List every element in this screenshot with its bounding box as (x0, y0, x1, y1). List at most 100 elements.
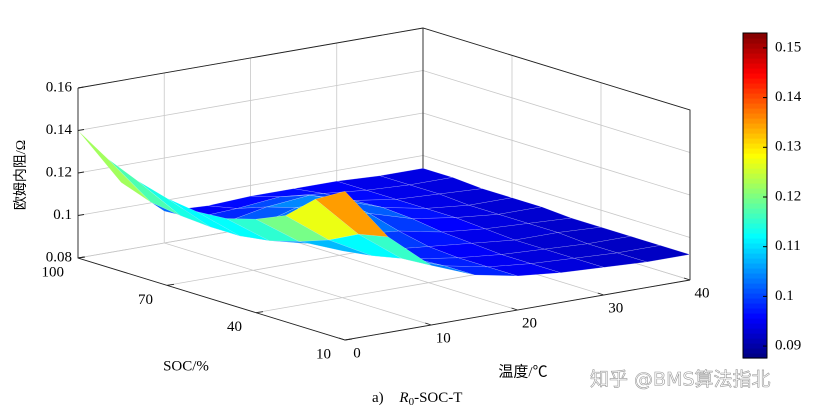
colorbar-tick-label: 0.14 (775, 89, 802, 105)
colorbar-tick-label: 0.09 (775, 338, 801, 354)
colorbar-band (743, 223, 767, 229)
colorbar-tick-label: 0.15 (775, 39, 801, 55)
colorbar-band (743, 108, 767, 114)
colorbar-band (743, 183, 767, 189)
y-tick (344, 338, 353, 341)
z-tick (77, 171, 85, 174)
colorbar-band (743, 218, 767, 224)
colorbar-band (743, 208, 767, 214)
colorbar-band (743, 303, 767, 309)
colorbar-band (743, 88, 767, 94)
z-tick-label: 0.08 (46, 249, 72, 265)
z-tick-label: 0.14 (46, 122, 73, 138)
colorbar-band (743, 103, 767, 109)
colorbar-band (743, 133, 767, 139)
z-tick-label: 0.1 (53, 207, 72, 223)
colorbar-band (743, 93, 767, 99)
colorbar-band (743, 123, 767, 129)
surface-patch (428, 243, 502, 259)
colorbar-band (743, 348, 767, 354)
colorbar-band (743, 198, 767, 204)
colorbar-band (743, 228, 767, 234)
colorbar-band (743, 263, 767, 269)
z-tick (77, 129, 85, 131)
colorbar-band (743, 173, 767, 179)
y-tick (166, 283, 175, 286)
colorbar-band (743, 343, 767, 349)
colorbar-band (743, 308, 767, 314)
colorbar-band (743, 98, 767, 104)
z-tick-label: 0.12 (46, 164, 72, 180)
colorbar-band (743, 168, 767, 174)
x-tick (597, 292, 604, 296)
colorbar-band (743, 128, 767, 134)
colorbar-band (743, 278, 767, 284)
colorbar-band (743, 53, 767, 59)
colorbar-band (743, 158, 767, 164)
colorbar-band (743, 68, 767, 74)
colorbar-band (743, 288, 767, 294)
caption-subscript: 0 (409, 396, 415, 408)
colorbar-band (743, 188, 767, 194)
z-axis-label: 欧姆内阻/Ω (13, 140, 29, 210)
x-tick (683, 277, 691, 281)
y-tick-label: 70 (138, 292, 153, 308)
colorbar-band (743, 353, 767, 359)
x-tick (338, 337, 346, 341)
colorbar-band (743, 338, 767, 344)
z-tick (77, 214, 85, 216)
colorbar-band (743, 283, 767, 289)
colorbar-band (743, 78, 767, 84)
surface-patch (425, 204, 499, 218)
x-tick-label: 0 (353, 345, 361, 361)
colorbar-band (743, 113, 767, 119)
colorbar-band (743, 83, 767, 89)
colorbar-band (743, 238, 767, 244)
colorbar-band (743, 58, 767, 64)
colorbar-band (743, 233, 767, 239)
surface-patch (617, 245, 691, 263)
y-tick-label: 100 (42, 264, 65, 280)
colorbar-band (743, 203, 767, 209)
colorbar-tick-label: 0.12 (775, 188, 801, 204)
colorbar-band (743, 248, 767, 254)
colorbar-band (743, 298, 767, 304)
caption: a) R0-SOC-T (372, 390, 462, 407)
colorbar-tick-label: 0.11 (775, 238, 801, 254)
colorbar-band (743, 48, 767, 54)
watermark: 知乎 @BMS算法指北 (590, 369, 771, 391)
colorbar-band (743, 143, 767, 149)
z-tick (77, 86, 85, 89)
colorbar-band (743, 273, 767, 279)
colorbar-band (743, 178, 767, 184)
colorbar-band (743, 63, 767, 69)
colorbar-band (743, 268, 767, 274)
caption-suffix: -SOC-T (414, 390, 462, 406)
x-tick-label: 10 (436, 330, 451, 346)
surface-patch (398, 230, 472, 247)
colorbar-band (743, 258, 767, 264)
y-tick (77, 256, 86, 259)
x-tick (511, 307, 518, 311)
caption-label: a) (372, 390, 384, 406)
colorbar-band (743, 153, 767, 159)
colorbar-band (743, 318, 767, 324)
x-tick-label: 40 (695, 285, 710, 301)
colorbar-tick-label: 0.1 (775, 288, 794, 304)
x-tick-label: 20 (522, 315, 537, 331)
y-tick (255, 311, 264, 314)
colorbar-band (743, 38, 767, 44)
colorbar-band (743, 313, 767, 319)
colorbar-band (743, 328, 767, 334)
y-tick-label: 10 (316, 346, 331, 362)
colorbar-tick-label: 0.13 (775, 139, 801, 155)
colorbar-band (743, 333, 767, 339)
colorbar-band (743, 243, 767, 249)
colorbar-band (743, 213, 767, 219)
colorbar-band (743, 33, 767, 39)
x-axis-label: 温度/℃ (498, 363, 547, 380)
colorbar-band (743, 323, 767, 329)
surface-patch (314, 190, 389, 238)
